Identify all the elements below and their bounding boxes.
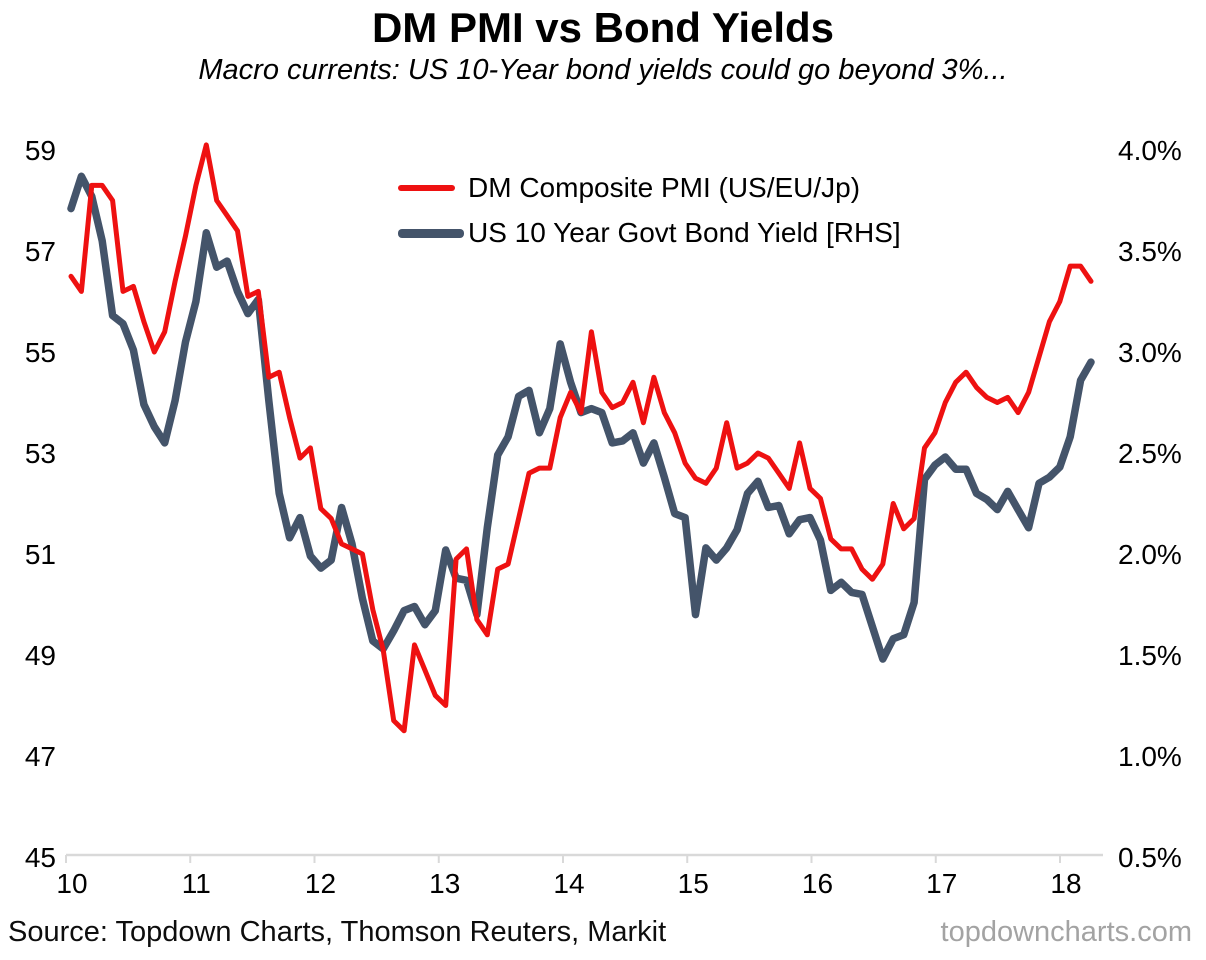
right-axis-tick-label: 2.0%	[1118, 539, 1182, 570]
legend-label-pmi: DM Composite PMI (US/EU/Jp)	[468, 172, 861, 203]
yield-line-swatch-icon	[398, 228, 464, 238]
right-axis-tick-label: 1.0%	[1118, 741, 1182, 772]
left-axis-tick-label: 55	[25, 337, 56, 368]
pmi-line-swatch-icon	[398, 185, 455, 191]
right-axis-tick-label: 2.5%	[1118, 438, 1182, 469]
right-axis-tick-label: 0.5%	[1118, 842, 1182, 873]
x-axis-tick-label: 16	[802, 868, 833, 899]
x-axis-tick-label: 10	[56, 868, 87, 899]
x-axis-tick-label: 12	[305, 868, 336, 899]
left-axis-tick-label: 45	[25, 842, 56, 873]
pmi-line	[68, 142, 1094, 734]
left-axis-tick-label: 49	[25, 640, 56, 671]
chart-legend: DM Composite PMI (US/EU/Jp) US 10 Year G…	[398, 170, 901, 260]
left-axis-tick-label: 47	[25, 741, 56, 772]
legend-label-yield: US 10 Year Govt Bond Yield [RHS]	[468, 217, 901, 248]
x-axis-tick-label: 17	[926, 868, 957, 899]
right-axis-tick-label: 4.0%	[1118, 135, 1182, 166]
chart-title: DM PMI vs Bond Yields	[371, 4, 835, 51]
source-note: Source: Topdown Charts, Thomson Reuters,…	[8, 916, 667, 948]
x-axis-tick-label: 18	[1050, 868, 1081, 899]
left-axis-tick-label: 57	[25, 236, 56, 267]
watermark: topdowncharts.com	[940, 916, 1192, 948]
legend-item-pmi: DM Composite PMI (US/EU/Jp)	[398, 170, 901, 206]
left-axis-tick-label: 51	[25, 539, 56, 570]
x-axis-tick-label: 15	[678, 868, 709, 899]
right-axis-tick-label: 3.0%	[1118, 337, 1182, 368]
right-axis-tick-label: 3.5%	[1118, 236, 1182, 267]
x-axis-tick-label: 13	[429, 868, 460, 899]
left-axis-tick-label: 53	[25, 438, 56, 469]
x-axis-tick-label: 11	[182, 868, 211, 899]
x-axis-tick-label: 14	[553, 868, 584, 899]
chart-subtitle: Macro currents: US 10-Year bond yields c…	[198, 54, 1008, 86]
left-axis-tick-label: 59	[25, 135, 56, 166]
legend-item-yield: US 10 Year Govt Bond Yield [RHS]	[398, 215, 901, 251]
right-axis-tick-label: 1.5%	[1118, 640, 1182, 671]
